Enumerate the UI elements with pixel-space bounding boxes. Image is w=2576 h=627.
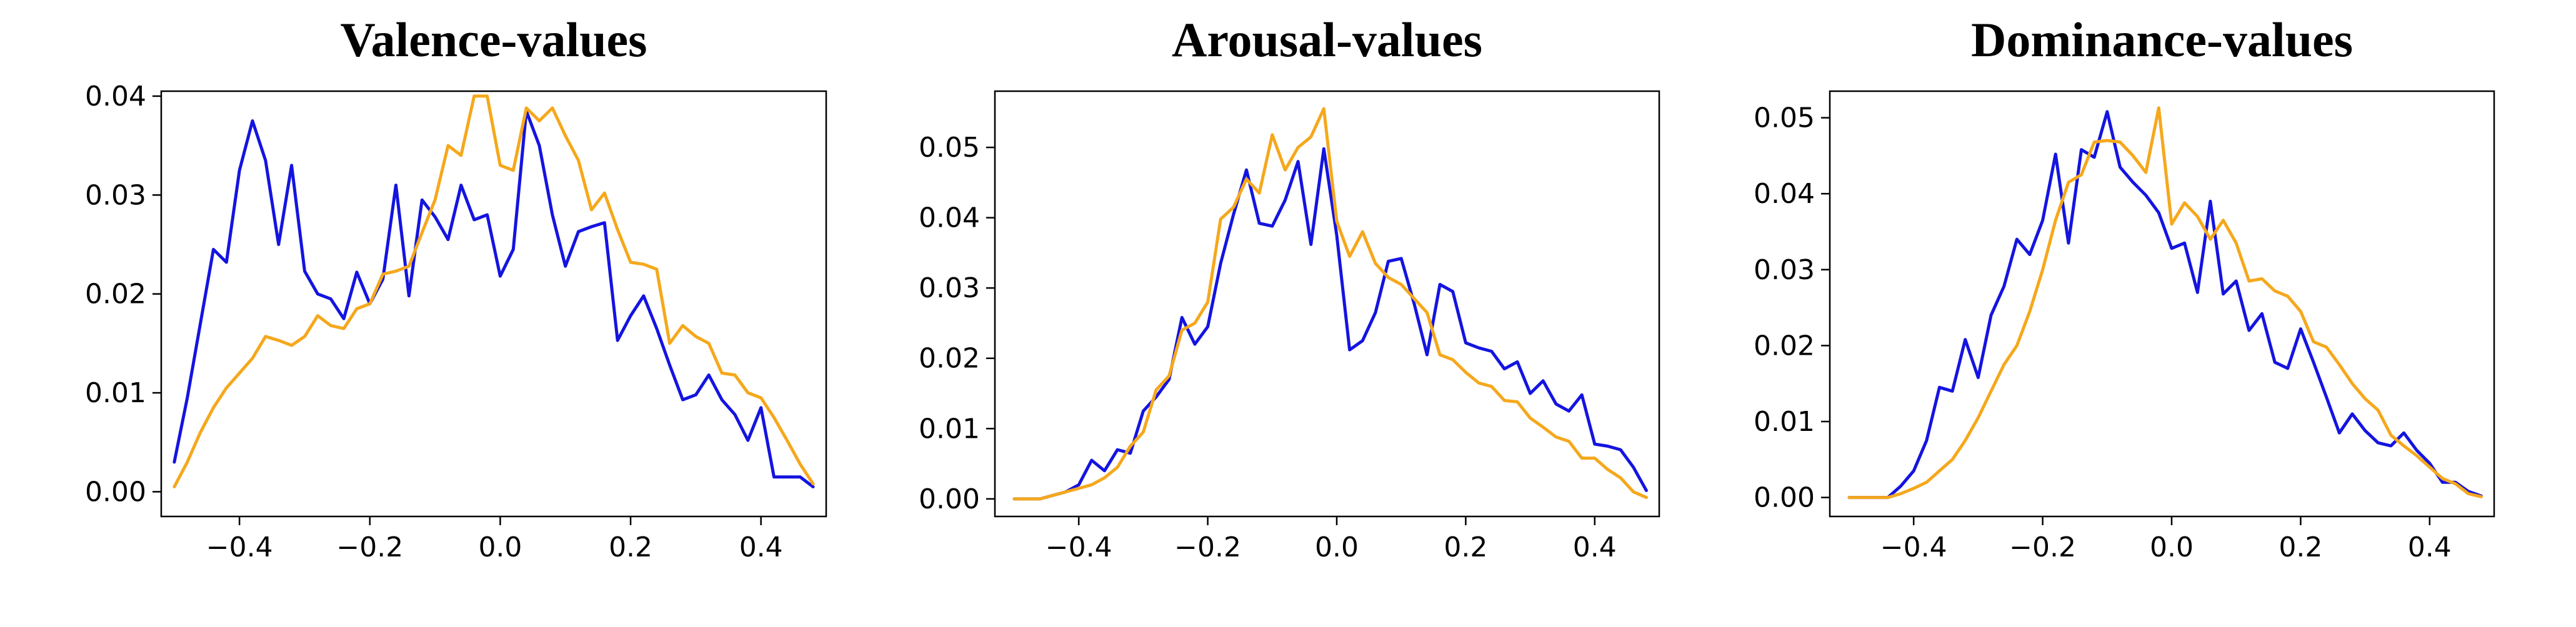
- y-tick-label: 0.02: [85, 279, 146, 310]
- x-tick-label: −0.4: [206, 531, 273, 563]
- y-tick-label: 0.03: [85, 179, 146, 211]
- series-line-1: [1847, 110, 2483, 500]
- chart-title: Valence-values: [340, 12, 647, 67]
- y-tick-label: 0.05: [919, 132, 980, 164]
- chart-title: Arousal-values: [1172, 12, 1482, 67]
- y-tick-label: 0.04: [85, 81, 146, 112]
- y-tick-label: 0.03: [919, 272, 980, 304]
- y-tick-label: 0.02: [919, 343, 980, 375]
- x-tick-label: 0.4: [739, 531, 783, 563]
- y-tick-label: 0.04: [919, 202, 980, 234]
- y-tick-label: 0.00: [85, 476, 146, 508]
- y-tick-label: 0.02: [1754, 330, 1815, 362]
- y-tick-label: 0.01: [1754, 406, 1815, 438]
- plot-frame: [994, 90, 1660, 518]
- x-tick-label: 0.2: [2279, 531, 2322, 563]
- x-tick-label: 0.4: [2408, 531, 2452, 563]
- y-tick-label: 0.01: [85, 377, 146, 409]
- y-tick-label: 0.05: [1754, 102, 1815, 134]
- x-tick-label: −0.4: [1880, 531, 1947, 563]
- x-tick-label: −0.2: [336, 531, 403, 563]
- y-tick-label: 0.00: [1754, 482, 1815, 514]
- series-line-2: [172, 94, 815, 488]
- series-line-1: [1012, 147, 1648, 501]
- x-tick-label: 0.0: [2150, 531, 2194, 563]
- y-tick-label: 0.00: [919, 483, 980, 515]
- x-tick-label: 0.0: [478, 531, 522, 563]
- y-tick-label: 0.01: [919, 413, 980, 445]
- x-tick-label: −0.2: [1174, 531, 1241, 563]
- x-tick-label: 0.0: [1315, 531, 1359, 563]
- plot-frame: [160, 90, 827, 518]
- x-tick-label: 0.4: [1573, 531, 1617, 563]
- x-tick-label: −0.2: [2009, 531, 2076, 563]
- chart-title: Dominance-values: [1971, 12, 2353, 67]
- series-line-2: [1847, 106, 2483, 500]
- y-tick-label: 0.03: [1754, 254, 1815, 286]
- x-tick-label: −0.4: [1046, 531, 1112, 563]
- chart-panel-3: Dominance-values −0.4 −0.2 0.0 0.2 0.4 0.00 0.0…: [1754, 12, 2495, 563]
- series-line-2: [1012, 107, 1648, 501]
- chart-panel-1: Valence-values −0.4 −0.2 0.0 0.2 0.4 0.00 0.01 0…: [85, 12, 827, 563]
- x-tick-label: 0.2: [1444, 531, 1487, 563]
- x-tick-label: 0.2: [609, 531, 652, 563]
- chart-panel-2: Arousal-values −0.4 −0.2 0.0 0.2 0.4 0.00 0.01 0…: [919, 12, 1660, 563]
- plot-frame: [1829, 90, 2495, 518]
- series-line-1: [172, 109, 815, 488]
- y-tick-label: 0.04: [1754, 178, 1815, 210]
